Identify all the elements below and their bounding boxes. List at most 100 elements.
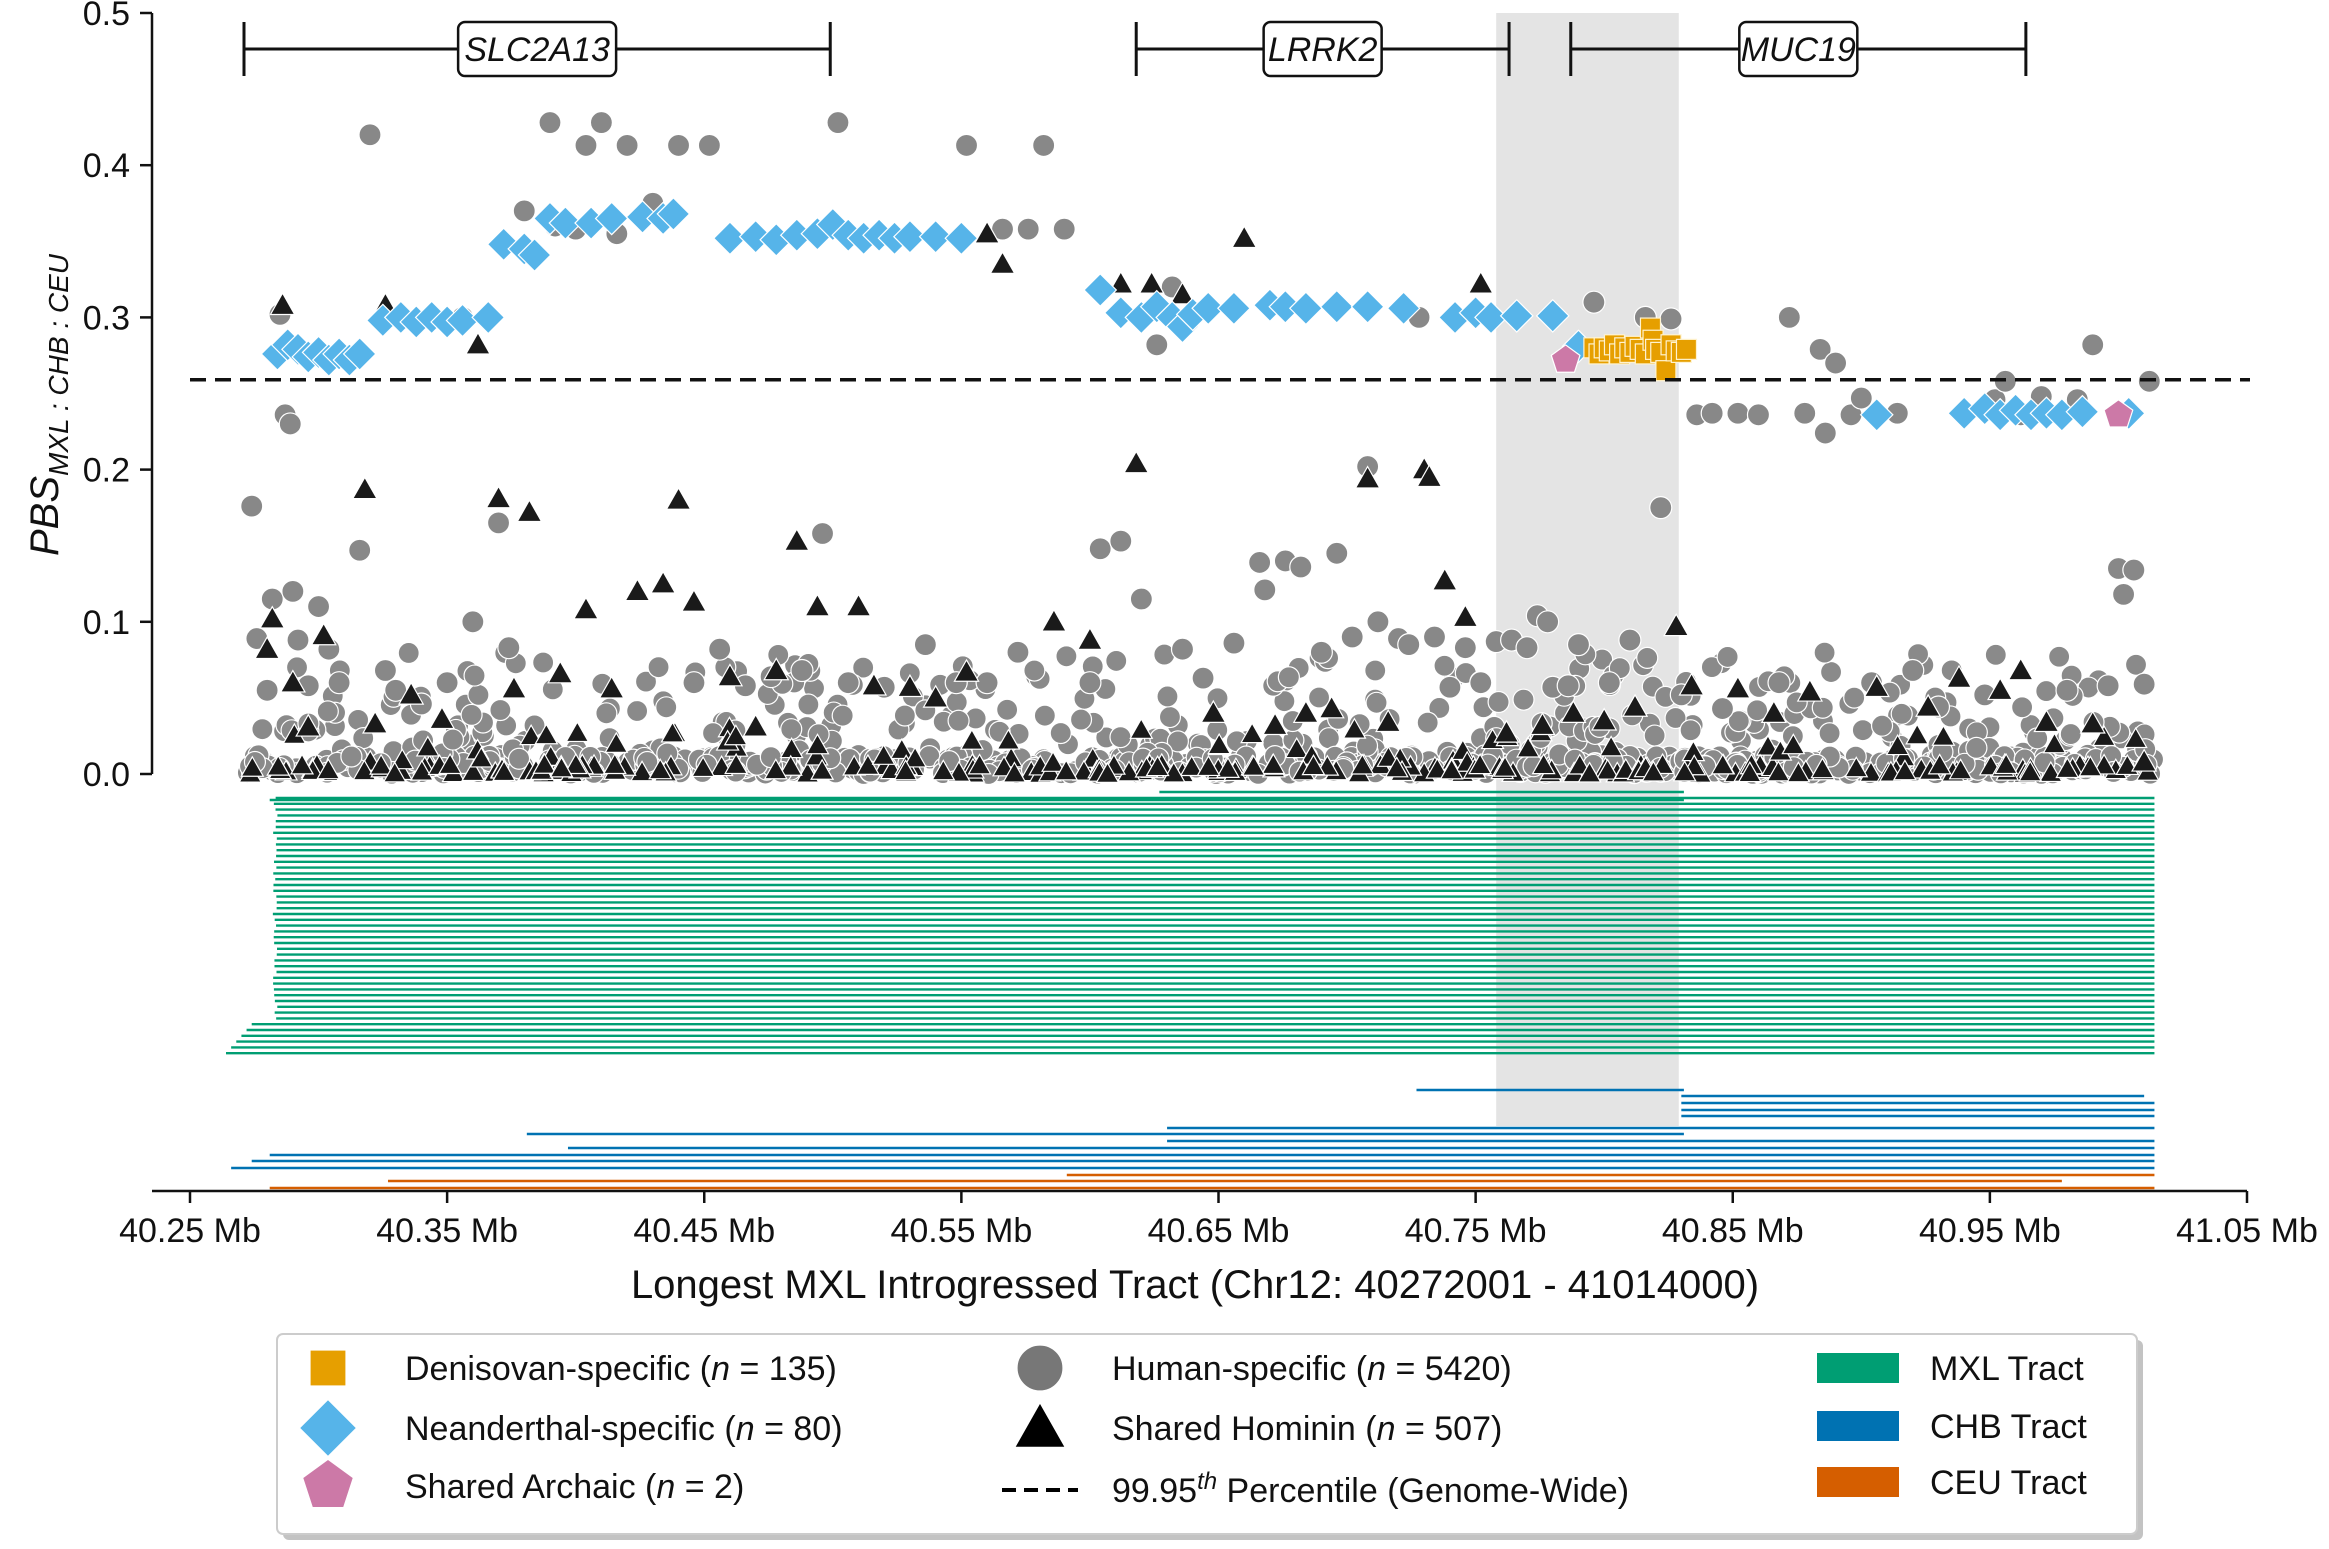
legend-marker <box>309 1349 347 1387</box>
shared-homininpoint <box>1431 567 1458 591</box>
shared-hominin-point <box>2092 724 2117 747</box>
human-specificpoint <box>327 671 351 695</box>
shared-hominin-point <box>1129 717 1154 739</box>
shared-hominin-point <box>461 759 486 782</box>
legend-count-open: ( <box>636 1468 657 1506</box>
human-specificpoint <box>1566 633 1591 657</box>
legend-count: = 5420) <box>1386 1350 1512 1388</box>
shared-hominin-point <box>1002 761 1027 783</box>
neanderthal-specificpoint <box>1350 289 1385 324</box>
human-specificpoint <box>1248 550 1272 575</box>
shared-hominin-point <box>1240 721 1265 744</box>
human-specificpoint <box>1700 401 1724 425</box>
human-specific-point <box>285 656 309 679</box>
human-specific-point <box>1664 706 1687 730</box>
gene-label: MUC19 <box>1741 31 1856 69</box>
human-specific-point <box>1487 690 1510 714</box>
human-specific-point <box>852 656 875 679</box>
shared-hominin-point <box>415 735 440 757</box>
human-specificpoint <box>240 494 264 518</box>
genes-layer: SLC2A13 LRRK2 MUC19 <box>242 20 2028 78</box>
shared-hominin-point <box>563 752 588 775</box>
shared-homininpoint <box>351 476 378 500</box>
legend-count-open: ( <box>1346 1350 1367 1388</box>
shared-homininpoint <box>1076 626 1104 650</box>
shared-hominin-point <box>1350 753 1375 775</box>
human-specificpoint <box>1618 628 1642 652</box>
axes-layer: 0.0 0.1 0.2 0.3 0.4 0.5 40.25 Mb 40.35 Mb 40.45 … <box>23 0 2318 1307</box>
tracts-layer <box>225 790 2155 1190</box>
human-specific-point <box>1166 730 1189 753</box>
human-specific-point <box>1890 702 1913 725</box>
human-specificpoint <box>435 671 459 695</box>
shared-homininpoint <box>716 663 744 687</box>
shared-homininpoint <box>783 527 810 551</box>
neanderthal-specificpoint <box>1103 295 1138 330</box>
shared-hominin-point <box>723 724 748 746</box>
shared-hominin-point <box>534 723 559 745</box>
shared-hominin-point <box>1766 760 1791 782</box>
human-specificpoint <box>954 133 979 158</box>
shared-homininpoint <box>254 635 281 660</box>
legend-label-text: CEU Tract <box>1930 1464 2087 1502</box>
x-tick-label: 40.85 Mb <box>1662 1212 1804 1250</box>
human-specificpoint <box>1325 541 1349 565</box>
shared-homininpoint <box>649 570 677 594</box>
legend-label-text: Shared Hominin <box>1112 1410 1356 1448</box>
shared-homininpoint <box>1760 699 1788 723</box>
shared-hominin-point <box>532 752 557 774</box>
gene-label: SLC2A13 <box>464 31 610 69</box>
human-specific-point <box>1355 734 1379 757</box>
shared-homininpoint <box>1231 224 1258 249</box>
shared-hominin-point <box>871 743 896 765</box>
shared-hominin-point <box>1994 752 2019 775</box>
human-specificpoint <box>2055 678 2079 702</box>
neanderthal-specificpoint <box>656 196 691 231</box>
human-specific-point <box>1512 688 1535 711</box>
x-axis-label: Longest MXL Introgressed Tract (Chr12: 4… <box>631 1263 1759 1307</box>
shared-homininpoint <box>1987 676 2014 701</box>
y-tick-label: 0.0 <box>83 756 130 794</box>
shared-hominin-point <box>778 754 803 776</box>
neanderthal-specificpoint <box>712 221 747 256</box>
shared-homininpoint <box>1863 673 1890 698</box>
legend-count-n: n <box>711 1350 730 1388</box>
human-specificpoint <box>1536 610 1560 634</box>
human-specific-point <box>1643 724 1666 747</box>
shared-homininpoint <box>1040 608 1068 632</box>
human-specific-point <box>1428 696 1451 720</box>
shared-homininpoint <box>1678 672 1705 696</box>
shared-hominin-point <box>1577 761 1602 783</box>
human-specific-point <box>1843 686 1866 709</box>
legend-count-open: ( <box>715 1410 736 1448</box>
shared-homininpoint <box>973 220 1001 244</box>
shared-hominin-point <box>369 753 394 775</box>
human-specific-point <box>463 664 486 687</box>
human-specific-point <box>1416 711 1439 734</box>
human-specificpoint <box>666 133 691 158</box>
human-specificpoint <box>255 678 279 702</box>
legend: Denisovan-specific (n = 135)Neanderthal-… <box>276 1333 2143 1540</box>
shared-homininpoint <box>464 331 492 355</box>
legend-count-n: n <box>736 1410 755 1448</box>
human-specificpoint <box>708 637 732 661</box>
gene-label-box <box>1262 20 1383 78</box>
legend-label: Shared Archaic (n = 2) <box>405 1468 744 1506</box>
human-specific-point <box>647 656 670 679</box>
human-specificpoint <box>1726 401 1750 425</box>
y-axis-label-sub: MXL : CHB : CEU <box>43 253 74 476</box>
neanderthal-specificpoint <box>471 300 506 335</box>
x-tick-label: 40.95 Mb <box>1919 1212 2061 1250</box>
shared-hominin-point <box>240 755 265 777</box>
human-specificpoint <box>2122 558 2146 582</box>
human-specific-point <box>1307 686 1331 709</box>
legend-label: Shared Hominin (n = 507) <box>1112 1410 1502 1448</box>
human-specific-point <box>441 728 465 751</box>
human-specific-point <box>397 641 420 665</box>
shared-hominin-point <box>1516 736 1541 758</box>
shared-homininpoint <box>516 498 543 523</box>
shared-hominin-point <box>1885 733 1910 756</box>
neanderthal-specificpoint <box>2065 394 2100 429</box>
human-specificpoint <box>1253 578 1277 602</box>
